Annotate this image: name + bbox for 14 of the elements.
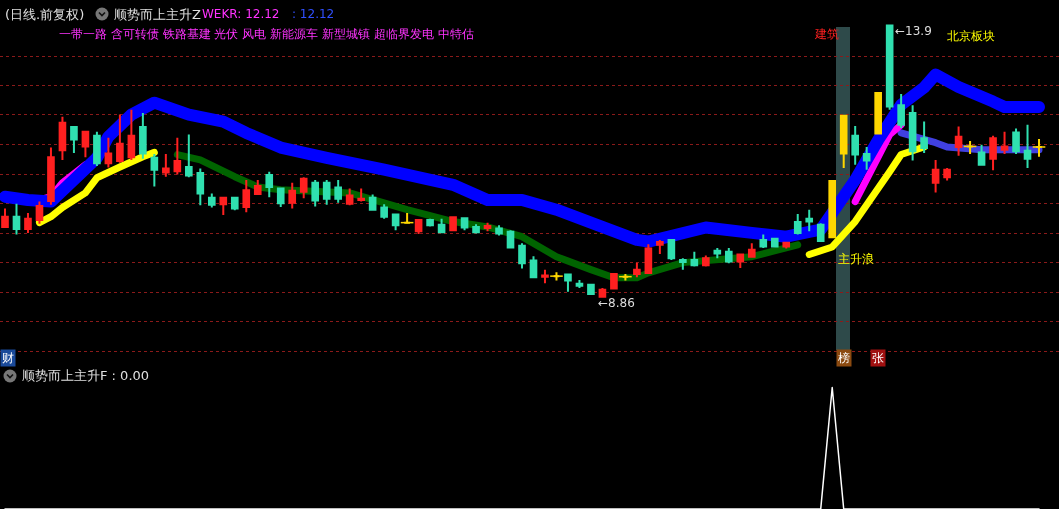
annotation: 北京板块 bbox=[947, 29, 995, 43]
annotation: 一带一路 含可转债 铁路基建 光伏 风电 新能源车 新型城镇 超临界发电 中特估 bbox=[59, 27, 474, 41]
annotation: ←13.9 bbox=[895, 24, 932, 38]
annotation: 建筑 bbox=[814, 27, 839, 41]
annotation: 财 bbox=[2, 351, 14, 365]
annotation: 榜 bbox=[838, 351, 850, 365]
text: 顺势而上主升Z bbox=[114, 7, 201, 22]
annotation: 张 bbox=[872, 351, 884, 365]
chart-title: 顺势而上主升F : 0.00 bbox=[22, 368, 150, 383]
annotation: 主升浪 bbox=[838, 252, 874, 266]
annotation: : 12.12 bbox=[292, 7, 335, 21]
annotation: ←8.86 bbox=[598, 296, 635, 310]
text: (日线.前复权) bbox=[5, 7, 85, 22]
annotation: WEKR: 12.12 bbox=[202, 7, 280, 21]
